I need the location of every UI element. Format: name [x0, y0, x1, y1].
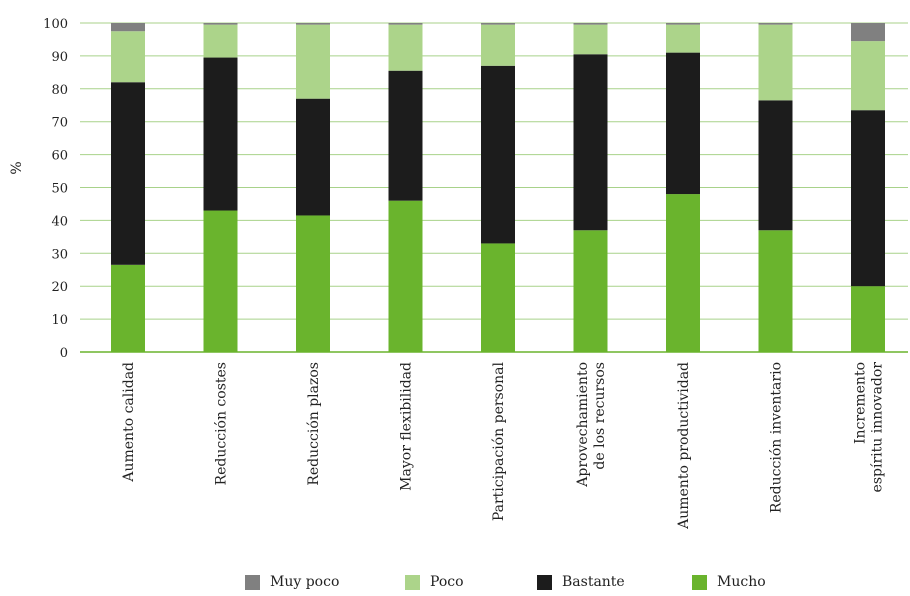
legend: Muy poco Poco Bastante Mucho [0, 574, 910, 596]
legend-swatch-mucho [692, 574, 707, 590]
legend-item-mucho: Mucho [692, 574, 766, 590]
y-tick-label: 70 [51, 116, 68, 131]
category-label-line: de los recursos [592, 362, 608, 470]
bar-segment-muy-poco [851, 23, 885, 42]
bar-segment-poco [573, 24, 608, 55]
bar-segment-mucho [111, 264, 145, 352]
bar-segment-bastante [573, 54, 608, 231]
bar-segment-bastante [666, 52, 700, 195]
legend-label-muy-poco: Muy poco [270, 574, 340, 590]
bar-segment-bastante [111, 82, 145, 265]
legend-swatch-muy-poco [245, 574, 260, 590]
bar-segment-mucho [851, 286, 885, 352]
y-tick-label: 20 [51, 280, 68, 295]
stacked-bar-chart: 0 10 20 30 40 50 60 70 80 90 100 % Aumento calidad… [9, 17, 908, 530]
bar-segment-poco [851, 41, 885, 111]
bar-segment-muy-poco [388, 23, 423, 25]
bar-segment-mucho [666, 194, 700, 352]
bar-segment-poco [111, 31, 145, 83]
y-tick-label: 90 [51, 50, 68, 65]
bar-segment-poco [666, 24, 700, 53]
category-label-line: Participación personal [491, 361, 507, 521]
bar-segment-poco [296, 24, 330, 99]
bar-segment-poco [758, 24, 793, 101]
category-label: Participación personal [491, 361, 507, 521]
bar-segment-bastante [296, 98, 330, 216]
bar-segment-bastante [481, 65, 515, 244]
legend-item-poco: Poco [405, 574, 464, 590]
y-tick-label: 50 [51, 182, 68, 197]
bar-segment-muy-poco [666, 23, 700, 25]
category-label: Aumento productividad [676, 362, 692, 530]
legend-item-bastante: Bastante [537, 574, 625, 590]
bar-segment-bastante [758, 100, 793, 231]
bar-segment-mucho [203, 210, 238, 352]
category-label: Reducción plazos [306, 362, 322, 486]
y-tick-label: 80 [51, 83, 68, 98]
bar-segment-mucho [388, 200, 423, 352]
bar-segment-mucho [481, 243, 515, 352]
bars [111, 23, 885, 352]
y-tick-label: 0 [60, 346, 68, 361]
legend-swatch-bastante [537, 574, 552, 590]
bar-segment-mucho [758, 230, 793, 352]
bar-segment-muy-poco [111, 23, 145, 32]
bar-segment-mucho [296, 215, 330, 352]
y-axis-ticks: 0 10 20 30 40 50 60 70 80 90 100 [43, 17, 68, 361]
category-label-line: Aumento calidad [121, 362, 137, 483]
category-label: Aprovechamiento de los recursos [575, 362, 608, 488]
y-axis-label: % [9, 161, 25, 174]
bar-segment-poco [203, 24, 238, 58]
category-label: Mayor flexibilidad [399, 362, 415, 491]
category-label: Reducción inventario [769, 362, 785, 513]
y-tick-label: 10 [51, 313, 68, 328]
category-label-line: Aprovechamiento [575, 362, 591, 488]
y-tick-label: 100 [43, 17, 68, 32]
bar-segment-bastante [203, 57, 238, 211]
category-label-line: Aumento productividad [676, 362, 692, 530]
legend-item-muy-poco: Muy poco [245, 574, 339, 590]
y-tick-label: 60 [51, 149, 68, 164]
bar-segment-mucho [573, 230, 608, 352]
category-label-line: Incremento [853, 362, 869, 444]
bar-segment-muy-poco [481, 23, 515, 25]
category-label: Reducción costes [214, 362, 230, 485]
category-labels: Aumento calidad Reducción costes Reducción… [121, 361, 886, 529]
y-tick-label: 30 [51, 247, 68, 262]
category-label-line: Reducción plazos [306, 362, 322, 486]
category-label: Incremento espíritu innovador [853, 362, 886, 493]
category-label: Aumento calidad [121, 362, 137, 483]
bar-segment-bastante [851, 110, 885, 287]
bar-segment-bastante [388, 70, 423, 201]
bar-segment-poco [388, 24, 423, 71]
bar-segment-poco [481, 24, 515, 66]
y-tick-label: 40 [51, 214, 68, 229]
legend-label-mucho: Mucho [717, 574, 766, 590]
bar-segment-muy-poco [573, 23, 608, 25]
legend-swatch-poco [405, 574, 420, 590]
category-label-line: Mayor flexibilidad [399, 362, 415, 491]
bar-segment-muy-poco [296, 23, 330, 25]
legend-label-bastante: Bastante [562, 574, 625, 590]
category-label-line: espíritu innovador [870, 362, 886, 493]
bar-segment-muy-poco [203, 23, 238, 25]
category-label-line: Reducción costes [214, 362, 230, 485]
legend-label-poco: Poco [430, 574, 464, 590]
bar-segment-muy-poco [758, 23, 793, 25]
category-label-line: Reducción inventario [769, 362, 785, 513]
